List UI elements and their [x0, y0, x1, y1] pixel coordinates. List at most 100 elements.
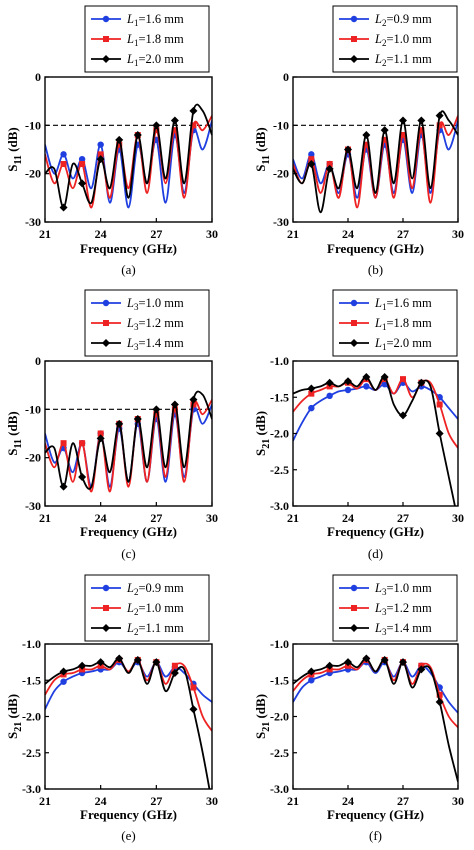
series-point — [59, 482, 68, 491]
y-label-sub: 11 — [13, 439, 24, 448]
legend-var: L — [374, 296, 382, 310]
y-tick-label: 0 — [35, 354, 41, 368]
series-point — [307, 667, 316, 676]
series-point — [326, 392, 333, 399]
series-point — [308, 151, 315, 158]
legend-sub: 1 — [382, 322, 387, 332]
series-point — [381, 136, 388, 143]
series-point — [380, 655, 389, 664]
legend-label: L1=1.8 mm — [374, 316, 432, 332]
x-tick-label: 30 — [206, 227, 218, 241]
x-tick-label: 24 — [95, 227, 107, 241]
y-label-main: S — [253, 449, 268, 456]
series-line-3 — [45, 390, 212, 490]
legend-marker — [350, 55, 358, 63]
x-tick-label: 27 — [397, 794, 409, 808]
legend-rest: =1.2 mm — [386, 601, 432, 615]
legend-var: L — [126, 52, 134, 66]
series-point — [152, 405, 161, 414]
y-label-unit: (dB) — [5, 694, 20, 722]
series-point — [133, 415, 142, 423]
legend-rest: =1.0 mm — [138, 601, 184, 615]
x-tick-label: 24 — [342, 794, 354, 808]
chart-panel-e: 21 24 27 30 -1.0 -1.5 -2.0 -2.5 -3.0 Frequency (G… — [5, 574, 218, 843]
tick-group: 21 24 27 30 -1.0 -1.5 -2.0 -2.5 -3.0 — [22, 637, 218, 808]
series-line-3 — [293, 110, 458, 214]
series-point — [171, 127, 178, 134]
series-point — [115, 419, 124, 428]
legend-rest: =1.8 mm — [386, 316, 432, 330]
series-line-3 — [293, 657, 458, 783]
series-point — [380, 372, 389, 381]
y-axis-label: S11 (dB) — [253, 127, 272, 172]
panel-caption: (a) — [121, 262, 135, 277]
y-tick-label: -3.0 — [270, 782, 289, 796]
y-label-sub: 11 — [261, 155, 272, 164]
y-tick-label: -10 — [273, 118, 289, 132]
series-line-2 — [293, 115, 458, 209]
legend-sub: 1 — [134, 58, 139, 68]
legend-marker — [102, 299, 110, 307]
y-tick-label: -20 — [25, 451, 41, 465]
legend-rest: =2.0 mm — [386, 336, 432, 350]
legend-sub: 2 — [382, 58, 387, 68]
tick-group: 21 24 27 30 0 -10 -20 -30 — [25, 354, 218, 525]
x-tick-label: 27 — [150, 794, 162, 808]
series-point — [78, 473, 87, 481]
x-tick-label: 24 — [342, 511, 354, 525]
x-axis-label: Frequency (GHz) — [327, 807, 424, 822]
y-tick-label: -3.0 — [270, 499, 289, 513]
legend-sub: 3 — [382, 607, 387, 617]
legend-sub: 1 — [382, 302, 387, 312]
legend-marker — [350, 624, 358, 632]
legend-var: L — [374, 12, 382, 26]
series-point — [363, 141, 370, 148]
series-point — [189, 106, 198, 115]
series-point — [60, 440, 67, 447]
legend-marker — [102, 15, 110, 23]
x-tick-label: 24 — [342, 227, 354, 241]
series-point — [362, 654, 371, 663]
legend-label: L2=1.0 mm — [126, 601, 184, 617]
y-tick-label: -1.5 — [270, 673, 289, 687]
legend-label: L3=1.0 mm — [374, 581, 432, 597]
y-tick-label: -20 — [25, 167, 41, 181]
legend-label: L3=1.4 mm — [374, 621, 432, 637]
x-tick-label: 21 — [287, 511, 299, 525]
series-point — [308, 404, 315, 412]
series-point — [344, 145, 352, 154]
x-tick-label: 21 — [287, 794, 299, 808]
legend-marker — [351, 36, 357, 42]
legend-rest: =0.9 mm — [386, 12, 432, 26]
legend-rest: =1.0 mm — [386, 581, 432, 595]
series-point — [435, 429, 444, 438]
y-tick-label: -30 — [273, 215, 289, 229]
series-point — [436, 401, 443, 408]
plot-frame — [44, 643, 213, 790]
legend-var: L — [374, 32, 382, 46]
y-axis-label: S11 (dB) — [5, 127, 24, 172]
legend-label: L1=1.8 mm — [126, 32, 184, 48]
series-point — [115, 654, 124, 663]
legend-var: L — [374, 601, 382, 615]
series-point — [133, 655, 142, 664]
x-tick-label: 27 — [150, 227, 162, 241]
legend-rest: =1.6 mm — [138, 12, 184, 26]
series-point — [400, 132, 406, 138]
series-point — [60, 151, 67, 158]
plot-frame — [44, 360, 213, 507]
y-label-main: S — [5, 165, 20, 172]
legend-var: L — [126, 336, 134, 350]
series-point — [381, 381, 388, 388]
legend-marker — [103, 320, 109, 326]
legend-sub: 2 — [382, 38, 387, 48]
legend-var: L — [126, 316, 134, 330]
data-layer — [293, 372, 458, 506]
series-point — [59, 203, 68, 212]
legend-var: L — [374, 581, 382, 595]
y-tick-label: -30 — [25, 499, 41, 513]
legend-marker — [351, 605, 357, 611]
y-label-sub: 21 — [261, 439, 272, 449]
